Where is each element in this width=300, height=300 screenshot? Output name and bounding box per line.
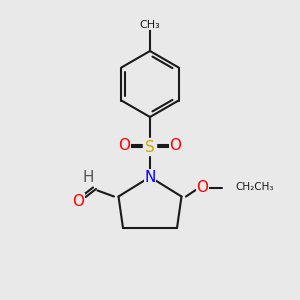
Text: CH₃: CH₃ bbox=[140, 20, 160, 30]
Text: O: O bbox=[118, 138, 130, 153]
Text: CH₂CH₃: CH₂CH₃ bbox=[236, 182, 274, 193]
Text: O: O bbox=[72, 194, 84, 208]
Text: O: O bbox=[196, 180, 208, 195]
Text: S: S bbox=[145, 140, 155, 154]
Text: N: N bbox=[144, 169, 156, 184]
Text: N: N bbox=[144, 169, 156, 184]
Text: O: O bbox=[169, 138, 181, 153]
Text: H: H bbox=[83, 169, 94, 184]
